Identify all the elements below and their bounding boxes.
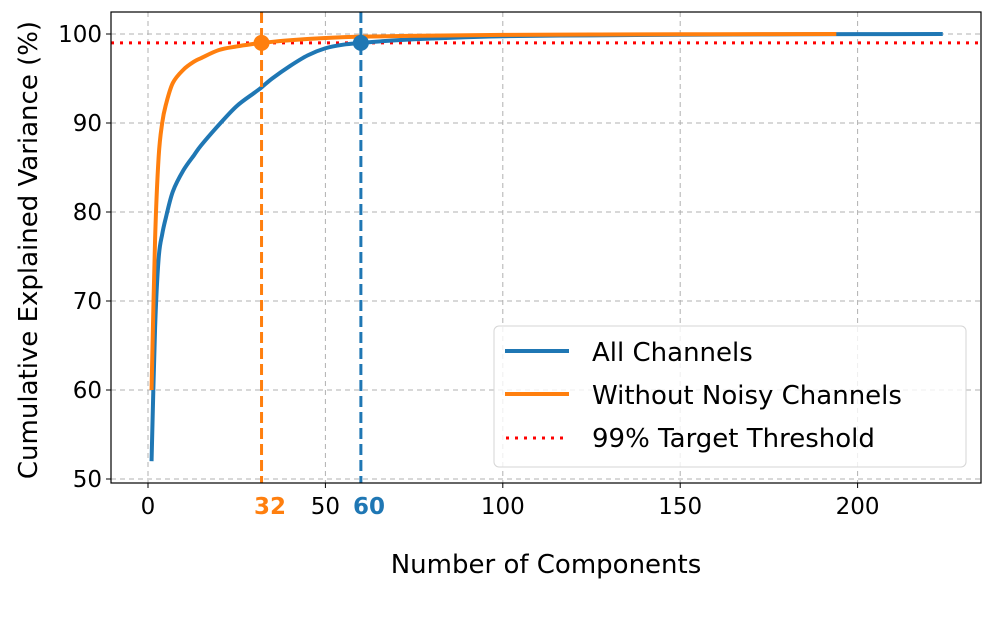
marker-60	[352, 34, 369, 51]
marker-32	[253, 34, 270, 51]
series-line-without-noisy-channels	[149, 32, 837, 391]
legend-label-threshold: 99% Target Threshold	[592, 424, 875, 454]
legend-label-all-channels: All Channels	[592, 338, 753, 368]
plot-frame	[110, 11, 982, 484]
x-axis-ticks: 0 50 100 150 200	[141, 483, 880, 520]
y-tick-label: 80	[73, 200, 102, 226]
highlight-label-32: 32	[254, 494, 286, 520]
legend-label-without-noisy: Without Noisy Channels	[592, 381, 902, 411]
annotations	[253, 12, 369, 483]
legend: All Channels Without Noisy Channels 99% …	[493, 325, 967, 468]
y-axis-ticks: 50 60 70 80 90 100	[58, 22, 111, 493]
x-tick-label: 0	[141, 494, 156, 520]
x-tick-label: 100	[481, 494, 525, 520]
y-tick-label: 70	[73, 289, 102, 315]
x-tick-label: 150	[658, 494, 702, 520]
y-tick-label: 60	[73, 378, 102, 404]
highlight-label-60: 60	[353, 494, 385, 520]
x-tick-label: 200	[836, 494, 880, 520]
x-axis-label: Number of Components	[391, 550, 702, 580]
y-axis-label: Cumulative Explained Variance (%)	[14, 21, 44, 479]
y-tick-label: 50	[73, 467, 102, 493]
x-tick-label: 50	[311, 494, 340, 520]
y-tick-label: 100	[58, 22, 102, 48]
y-tick-label: 90	[73, 111, 102, 137]
legend-box	[493, 325, 967, 468]
